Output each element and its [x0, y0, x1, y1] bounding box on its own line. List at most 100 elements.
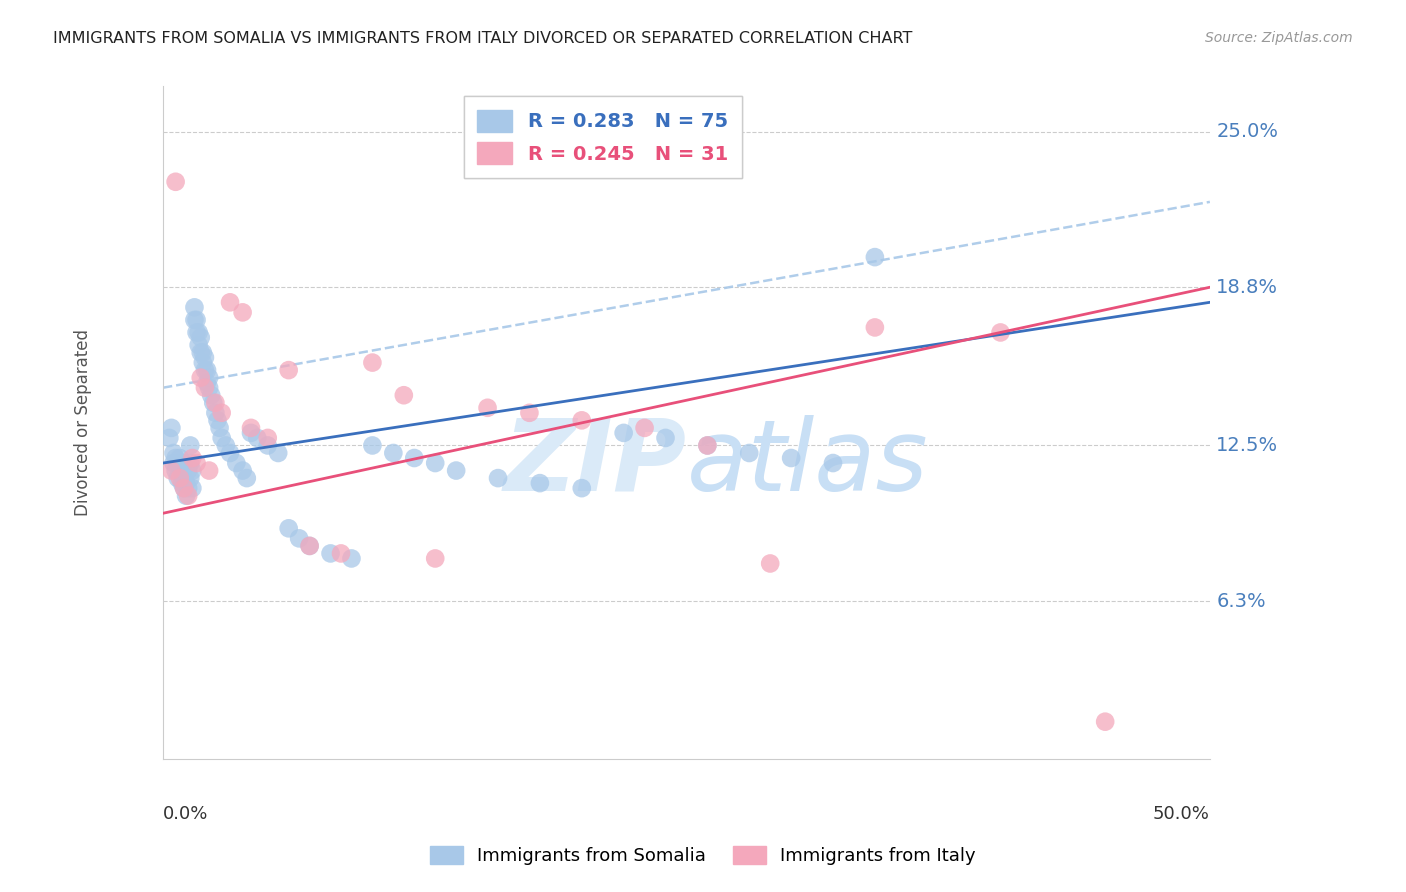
Point: [165, 464, 187, 478]
Point: [477, 401, 499, 415]
Point: [529, 476, 551, 491]
Point: [219, 446, 242, 460]
Point: [277, 363, 299, 377]
Point: [169, 471, 191, 485]
Point: [1094, 714, 1116, 729]
Point: [194, 363, 217, 377]
Point: [392, 388, 415, 402]
Point: [165, 450, 187, 465]
Point: [173, 471, 195, 485]
Point: [162, 456, 184, 470]
Point: [191, 355, 214, 369]
Point: [190, 345, 212, 359]
Point: [183, 313, 205, 327]
Point: [340, 551, 363, 566]
Point: [404, 450, 426, 465]
Point: [330, 546, 353, 560]
Point: [246, 431, 269, 445]
Legend: R = 0.283   N = 75, R = 0.245   N = 31: R = 0.283 N = 75, R = 0.245 N = 31: [464, 96, 742, 178]
Text: 18.8%: 18.8%: [1216, 277, 1278, 297]
Point: [240, 425, 263, 440]
Point: [177, 464, 200, 478]
Point: [174, 476, 197, 491]
Point: [613, 425, 636, 440]
Point: [169, 464, 191, 478]
Point: [186, 313, 208, 327]
Point: [181, 450, 204, 465]
Point: [181, 464, 204, 478]
Point: [298, 539, 321, 553]
Point: [157, 431, 180, 445]
Text: 25.0%: 25.0%: [1216, 122, 1278, 141]
Text: 12.5%: 12.5%: [1216, 436, 1278, 455]
Point: [425, 551, 447, 566]
Point: [187, 338, 209, 352]
Point: [211, 431, 233, 445]
Point: [200, 388, 222, 402]
Point: [177, 489, 200, 503]
Point: [204, 406, 226, 420]
Point: [288, 532, 311, 546]
Point: [519, 406, 541, 420]
Point: [173, 456, 195, 470]
Point: [186, 326, 208, 340]
Point: [256, 438, 278, 452]
Point: [298, 539, 321, 553]
Point: [571, 481, 593, 495]
Text: 6.3%: 6.3%: [1216, 591, 1265, 611]
Point: [204, 396, 226, 410]
Point: [696, 438, 718, 452]
Point: [863, 320, 886, 334]
Point: [821, 456, 844, 470]
Point: [160, 421, 183, 435]
Point: [232, 464, 254, 478]
Point: [236, 471, 259, 485]
Point: [207, 413, 229, 427]
Point: [198, 370, 221, 384]
Point: [277, 521, 299, 535]
Point: [696, 438, 718, 452]
Point: [267, 446, 290, 460]
Point: [179, 438, 201, 452]
Point: [198, 464, 221, 478]
Text: IMMIGRANTS FROM SOMALIA VS IMMIGRANTS FROM ITALY DIVORCED OR SEPARATED CORRELATI: IMMIGRANTS FROM SOMALIA VS IMMIGRANTS FR…: [53, 31, 912, 46]
Point: [780, 450, 803, 465]
Point: [990, 326, 1012, 340]
Text: atlas: atlas: [686, 415, 928, 512]
Point: [174, 489, 197, 503]
Text: 50.0%: 50.0%: [1153, 805, 1209, 822]
Text: Source: ZipAtlas.com: Source: ZipAtlas.com: [1205, 31, 1353, 45]
Point: [194, 351, 217, 365]
Point: [170, 476, 193, 491]
Point: [186, 456, 208, 470]
Point: [166, 471, 188, 485]
Point: [166, 456, 188, 470]
Point: [654, 431, 676, 445]
Point: [165, 175, 187, 189]
Point: [219, 295, 242, 310]
Point: [225, 456, 247, 470]
Point: [160, 464, 183, 478]
Point: [425, 456, 447, 470]
Point: [382, 446, 405, 460]
Point: [633, 421, 655, 435]
Point: [232, 305, 254, 319]
Point: [181, 481, 204, 495]
Point: [240, 421, 263, 435]
Point: [179, 471, 201, 485]
Point: [173, 481, 195, 495]
Point: [190, 330, 212, 344]
Point: [444, 464, 467, 478]
Point: [202, 396, 225, 410]
Point: [759, 557, 782, 571]
Point: [863, 250, 886, 264]
Point: [170, 464, 193, 478]
Text: 0.0%: 0.0%: [163, 805, 208, 822]
Point: [179, 456, 201, 470]
Point: [738, 446, 761, 460]
Point: [173, 481, 195, 495]
Point: [319, 546, 342, 560]
Point: [486, 471, 509, 485]
Point: [187, 326, 209, 340]
Point: [361, 355, 384, 369]
